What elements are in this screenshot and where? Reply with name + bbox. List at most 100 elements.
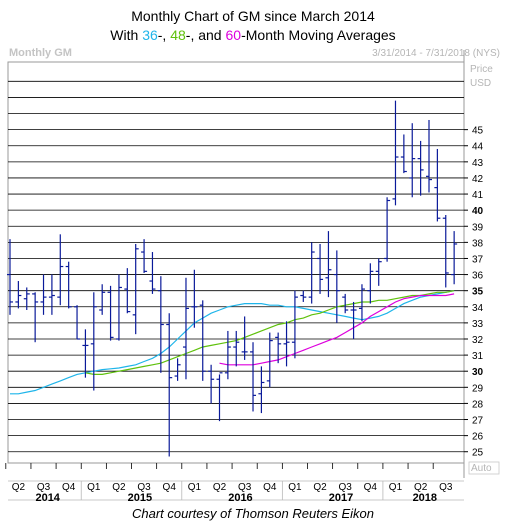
y-tick-label: 29 [472,383,484,394]
x-quarter-label: Q1 [87,482,101,493]
y-tick-label: 44 [472,142,484,153]
y-tick-label: 39 [472,222,484,233]
y-tick-label: 33 [472,319,484,330]
ohlc-bar [291,290,298,359]
x-quarter-label: Q4 [364,482,378,493]
x-year-label: 2017 [329,492,353,504]
price-label: Price [470,64,493,75]
ohlc-bar [308,242,315,304]
ohlc-bar [342,293,349,314]
auto-scale-box [468,461,500,475]
chart-title: Monthly Chart of GM since March 2014 [131,8,375,24]
ohlc-bar [417,140,424,196]
ma60-legend-label: 60 [225,27,242,43]
ohlc-bar [300,290,307,302]
ohlc-bar [166,313,173,457]
ohlc-bar [208,364,215,404]
ohlc-bar [384,197,391,262]
ma48-line [85,290,455,375]
currency-label: USD [470,78,491,89]
ohlc-bar [400,134,407,174]
ohlc-bar [191,269,198,328]
ohlc-bar [182,277,189,380]
x-quarter-label: Q4 [263,482,277,493]
ohlc-bar [426,119,432,193]
x-quarter-label: Q1 [188,482,202,493]
y-tick-label: 34 [472,303,484,314]
x-quarter-label: Q1 [288,482,302,493]
x-quarter-label: Q3 [137,482,151,493]
ohlc-bar [233,330,240,367]
ohlc-bar [367,263,374,304]
chart-footer: Chart courtesy of Thomson Reuters Eikon [131,506,375,521]
ohlc-bar [157,276,164,373]
ohlc-bar [99,284,106,315]
header-strip [0,44,506,61]
x-quarter-label: Q3 [238,482,252,493]
ohlc-bar [325,231,332,298]
x-year-label: 2014 [35,492,60,504]
date-range-label: 3/31/2014 - 7/31/2018 (NYS) [372,48,500,59]
ohlc-bar [266,332,273,388]
ohlc-bar [224,330,231,380]
ma60-line [219,293,455,366]
ohlc-bar [82,329,89,378]
ohlc-bar [65,261,72,309]
y-tick-label: 40 [472,206,484,217]
ohlc-bar [258,366,265,414]
x-year-label: 2018 [413,492,437,504]
y-tick-label: 41 [472,190,484,201]
x-quarter-label: Q2 [112,482,126,493]
x-quarter-label: Q2 [414,482,428,493]
ohlc-bar [199,300,206,381]
ohlc-bar [90,292,97,391]
ohlc-bar [409,123,416,198]
y-tick-label: 32 [472,335,484,346]
ohlc-bar [149,252,156,294]
ohlc-bar [241,316,248,360]
ohlc-bar [57,234,64,306]
ma36-legend-label: 36 [142,27,158,43]
ohlc-bar [216,372,223,422]
chart-subtitle: With 36-, 48-, and 60-Month Moving Avera… [0,27,506,43]
x-quarter-label: Q4 [163,482,177,493]
ohlc-bar [32,292,39,343]
y-tick-label: 38 [472,238,484,249]
ohlc-bar [358,284,365,322]
ohlc-bar [7,239,13,315]
subtitle-sep1: -, [157,27,171,43]
subtitle-suffix: -Month Moving Averages [241,27,396,43]
y-tick-label: 31 [472,351,484,362]
ohlc-bar [115,274,122,341]
y-tick-label: 25 [472,448,484,459]
ohlc-bar [317,243,324,294]
y-tick-label: 45 [472,126,484,137]
x-quarter-label: Q2 [12,482,26,493]
ohlc-bar [74,305,81,340]
y-tick-label: 28 [472,399,484,410]
y-tick-label: 36 [472,271,484,282]
ohlc-bar [350,301,357,339]
series-name-label: Monthly GM [9,47,72,59]
x-quarter-label: Q3 [339,482,353,493]
ohlc-bar [23,287,30,311]
x-quarter-label: Q2 [313,482,327,493]
x-quarter-label: Q3 [439,482,453,493]
ohlc-bar [250,342,257,412]
x-quarter-label: Q3 [37,482,51,493]
ohlc-bar [275,332,282,364]
x-quarter-label: Q2 [213,482,227,493]
ohlc-bar [15,281,22,309]
y-tick-label: 30 [472,367,484,378]
auto-scale-label: Auto [471,463,492,474]
y-tick-label: 43 [472,158,484,169]
ohlc-bar [124,268,131,314]
x-quarter-label: Q4 [62,482,76,493]
ohlc-bar [107,285,114,341]
ohlc-bar [48,274,55,315]
subtitle-sep2: -, and [185,27,226,43]
ohlc-bar [40,274,47,315]
ohlc-bar [375,258,382,286]
subtitle-prefix: With [110,27,143,43]
